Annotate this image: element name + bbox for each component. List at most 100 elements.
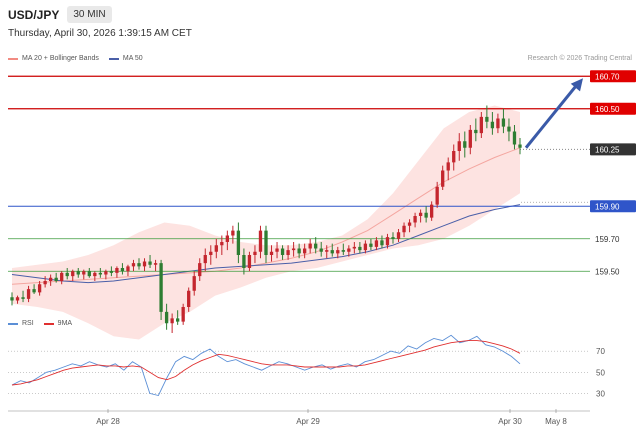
candle-body — [347, 248, 351, 252]
candle-body — [280, 248, 285, 255]
legend-bb-swatch — [8, 57, 18, 60]
candle-body — [391, 237, 395, 239]
level-tag-159.50 — [590, 265, 636, 278]
candle-body — [236, 230, 241, 255]
candle-body — [214, 245, 218, 252]
candle-body — [463, 141, 467, 148]
x-tick-label: Apr 28 — [96, 417, 120, 426]
candle-body — [37, 284, 42, 293]
legend-9ma-swatch — [43, 322, 54, 325]
candle-body — [264, 230, 268, 255]
candle-body — [137, 263, 141, 267]
level-tag-160.50 — [590, 102, 636, 115]
candle-body — [32, 289, 36, 293]
candle-body — [209, 251, 213, 255]
credit-text: Research © 2026 Trading Central — [527, 55, 632, 62]
candle-body — [485, 116, 489, 122]
level-tag-160.25 — [590, 143, 636, 156]
level-label-159.70: 159.70 — [595, 235, 620, 244]
candle-body — [336, 250, 340, 254]
candle-body — [352, 246, 357, 249]
candle-body — [314, 243, 318, 249]
candle-body — [115, 268, 119, 273]
candle-body — [468, 129, 472, 148]
forecast-arrow-shaft — [524, 81, 581, 149]
candle-body — [253, 251, 257, 255]
candle-body — [203, 255, 207, 264]
candle-body — [418, 212, 423, 216]
candle-body — [192, 276, 196, 291]
level-label-160.70: 160.70 — [595, 72, 620, 81]
candle-body — [275, 248, 279, 252]
level-label-159.90: 159.90 — [595, 202, 620, 211]
level-label-159.50: 159.50 — [595, 267, 620, 276]
candle-body — [220, 242, 224, 246]
candle-body — [291, 248, 296, 251]
candle-body — [48, 277, 53, 281]
candle-body — [457, 141, 461, 151]
candle-body — [54, 277, 58, 281]
candle-body — [187, 290, 191, 307]
candle-body — [358, 246, 362, 251]
forecast-arrow-head — [570, 78, 583, 92]
level-label-160.50: 160.50 — [595, 105, 620, 114]
level-tag-160.70 — [590, 70, 636, 83]
candle-body — [269, 251, 274, 255]
x-tick-label: May 8 — [545, 417, 567, 426]
candle-body — [446, 162, 450, 171]
candle-body — [490, 121, 495, 129]
candle-body — [363, 243, 368, 251]
x-tick-label: Apr 30 — [498, 417, 522, 426]
candle-body — [402, 225, 406, 233]
candle-body — [131, 263, 136, 267]
candle-body — [65, 272, 69, 277]
candle-body — [474, 129, 478, 134]
rsi-tick-30: 30 — [596, 389, 605, 398]
legend-ma50-swatch — [108, 57, 119, 60]
rsi-line — [11, 334, 521, 397]
candle-body — [385, 237, 390, 246]
candle-body — [407, 222, 412, 226]
candle-body — [87, 271, 91, 277]
candle-body — [308, 243, 312, 249]
level-tag-159.70 — [590, 232, 636, 245]
candle-body — [429, 204, 434, 218]
candle-body — [424, 212, 428, 218]
candle-body — [374, 240, 379, 247]
candle-body — [325, 250, 329, 252]
legend-bb-label: MA 20 + Bollinger Bands — [22, 55, 99, 62]
candle-body — [413, 216, 417, 223]
candle-body — [21, 297, 25, 299]
candle-body — [43, 281, 47, 285]
candle-body — [10, 297, 14, 301]
rsi-legend: RSI 9MA — [8, 320, 72, 327]
candle-body — [142, 261, 147, 267]
x-tick-label: Apr 29 — [296, 417, 320, 426]
candle-body — [441, 170, 445, 187]
pair-title: USD/JPY — [8, 7, 60, 22]
candle-body — [330, 250, 334, 254]
main-legend: MA 20 + Bollinger Bands MA 50 — [8, 55, 143, 62]
candle-body — [501, 118, 506, 127]
level-label-160.25: 160.25 — [595, 145, 620, 154]
candle-body — [341, 250, 345, 252]
candle-body — [452, 151, 456, 163]
candle-body — [181, 307, 185, 322]
candle-body — [153, 263, 158, 265]
rsi-tick-70: 70 — [596, 347, 605, 356]
timeframe-badge[interactable]: 30 MIN — [67, 6, 112, 23]
title-row: USD/JPY 30 MIN — [8, 6, 112, 23]
candle-body — [148, 261, 152, 265]
candle-body — [164, 311, 169, 324]
timestamp: Thursday, April 30, 2026 1:39:15 AM CET — [8, 28, 192, 39]
candle-body — [242, 255, 246, 268]
candle-body — [71, 271, 75, 277]
candle-body — [396, 232, 401, 239]
candle-body — [93, 272, 97, 277]
candle-body — [175, 318, 180, 322]
candle-body — [231, 230, 235, 236]
candle-body — [507, 126, 511, 132]
rsi-ma-line — [11, 340, 521, 386]
candle-body — [479, 116, 484, 134]
